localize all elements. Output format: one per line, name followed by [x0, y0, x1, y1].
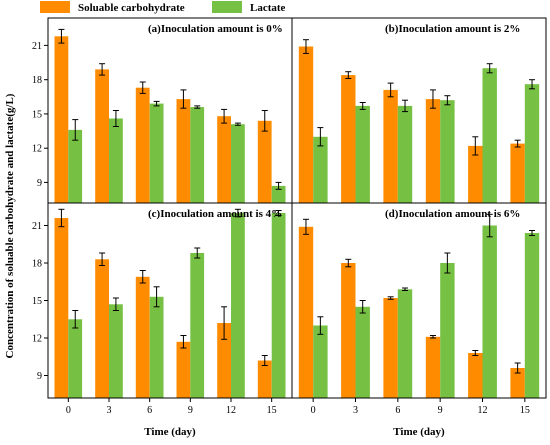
bar-carbohydrate-9 [176, 341, 191, 399]
bar-carbohydrate-0 [54, 218, 69, 398]
bar-lactate-15 [271, 213, 286, 398]
legend: Soluable carbohydrate Lactate [40, 1, 286, 14]
bar-carbohydrate-12 [468, 145, 483, 203]
bar-lactate-9 [190, 253, 205, 398]
bar-carbohydrate-9 [425, 336, 441, 399]
bar-carbohydrate-3 [341, 263, 356, 398]
bar-lactate-9 [440, 263, 455, 398]
x-tick-label: 9 [188, 405, 193, 416]
bar-lactate-6 [397, 289, 413, 399]
bar-lactate-12 [231, 124, 245, 203]
bar-carbohydrate-12 [468, 353, 483, 398]
bar-carbohydrate-0 [54, 36, 69, 203]
legend-swatch-carbohydrate [40, 1, 70, 13]
panel-title: (b)Inoculation amount is 2% [385, 23, 520, 35]
legend-label-carbohydrate: Soluable carbohydrate [78, 2, 185, 14]
x-tick-label: 3 [353, 405, 358, 416]
bar-lactate-0 [68, 129, 83, 203]
x-tick-label: 12 [226, 405, 236, 416]
y-tick-label: 9 [37, 178, 42, 189]
x-tick-label: 9 [438, 405, 443, 416]
bar-lactate-3 [109, 304, 123, 399]
bar-carbohydrate-0 [298, 46, 314, 203]
bar-carbohydrate-12 [217, 116, 231, 203]
x-tick-label: 6 [147, 405, 152, 416]
panel-a: 9 12 15 18 21 (a)Inoculation amount is 0% [32, 17, 293, 204]
bar-lactate-0 [313, 136, 328, 203]
bar-carbohydrate-3 [95, 259, 109, 399]
legend-swatch-lactate [212, 1, 242, 13]
bar-lactate-12 [231, 213, 245, 398]
x-tick-label: 15 [520, 405, 530, 416]
x-tick-label: 0 [311, 405, 316, 416]
bar-carbohydrate-6 [383, 89, 398, 203]
bar-lactate-3 [109, 118, 123, 203]
x-tick-label: 12 [478, 405, 488, 416]
bar-lactate-15 [524, 233, 540, 398]
panel-frame [47, 17, 293, 204]
bar-carbohydrate-15 [257, 120, 272, 203]
panel-frame [291, 17, 547, 204]
bar-carbohydrate-12 [217, 323, 231, 398]
panel-d: 0 3 6 9 12 15 Time (day) (d)Inoculation amount … [291, 202, 547, 438]
bar-lactate-15 [524, 84, 540, 203]
bar-carbohydrate-15 [257, 360, 272, 398]
bar-carbohydrate-6 [135, 276, 150, 399]
bar-carbohydrate-0 [298, 226, 314, 398]
y-tick-label: 21 [32, 41, 42, 52]
legend-label-lactate: Lactate [250, 2, 286, 14]
bar-lactate-9 [190, 107, 205, 203]
y-tick-label: 9 [37, 371, 42, 382]
bar-lactate-6 [149, 296, 164, 399]
y-axis-label: Concentration of soluable carbohydrate a… [4, 93, 16, 358]
bar-carbohydrate-6 [383, 298, 398, 398]
y-tick-label: 15 [32, 296, 42, 307]
panel-frame [291, 202, 547, 399]
y-tick-label: 21 [32, 221, 42, 232]
bar-lactate-12 [482, 68, 497, 203]
y-tick-label: 15 [32, 109, 42, 120]
bar-lactate-12 [482, 225, 497, 398]
y-tick-label: 18 [32, 75, 42, 86]
panel-title: (a)Inoculation amount is 0% [148, 23, 283, 35]
bar-lactate-9 [440, 100, 455, 203]
panel-title: (c)Inoculation amount is 4% [148, 208, 282, 220]
y-tick-label: 12 [32, 144, 42, 155]
bar-carbohydrate-3 [341, 75, 356, 203]
panel-frame [47, 202, 293, 399]
x-tick-label: 6 [395, 405, 400, 416]
x-tick-label: 0 [66, 405, 71, 416]
y-tick-label: 12 [32, 334, 42, 345]
panel-c: 9 12 15 18 21 0 3 6 9 12 15 Time (day) (c)Inoculatio… [32, 202, 293, 438]
bar-carbohydrate-15 [510, 368, 525, 398]
x-axis-label: Time (day) [144, 426, 196, 438]
bar-lactate-6 [397, 105, 413, 203]
x-tick-label: 15 [267, 405, 277, 416]
bar-lactate-6 [149, 103, 164, 203]
bar-lactate-0 [68, 319, 83, 399]
bar-carbohydrate-9 [176, 99, 191, 203]
x-tick-label: 3 [107, 405, 112, 416]
panel-b: (b)Inoculation amount is 2% [291, 17, 547, 204]
bar-lactate-15 [271, 185, 286, 203]
bar-carbohydrate-3 [95, 69, 109, 204]
bar-carbohydrate-9 [425, 99, 441, 203]
bar-lactate-0 [313, 325, 328, 398]
bar-carbohydrate-6 [135, 87, 150, 203]
bar-lactate-3 [355, 306, 370, 399]
bar-carbohydrate-15 [510, 143, 525, 203]
y-tick-label: 18 [32, 259, 42, 270]
x-axis-label: Time (day) [393, 426, 445, 438]
panel-title: (d)Inoculation amount is 6% [385, 208, 520, 220]
bar-lactate-3 [355, 105, 370, 203]
